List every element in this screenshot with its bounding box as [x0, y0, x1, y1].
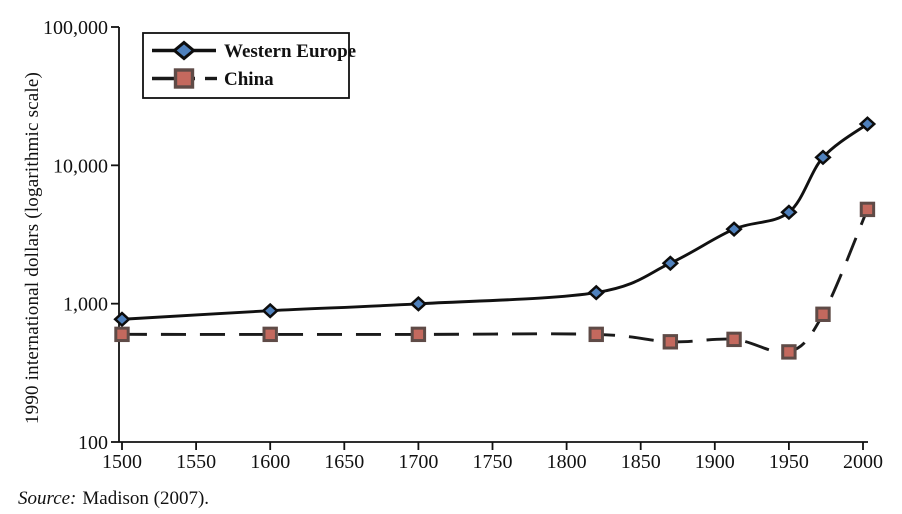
data-point-china: [859, 201, 876, 218]
data-point-western-europe: [814, 149, 832, 166]
y-axis-title: 1990 international dollars (logarithmic …: [22, 71, 43, 425]
data-point-china: [114, 326, 130, 343]
x-tick-label: 1850: [621, 451, 661, 473]
series-line-china: [121, 208, 869, 355]
x-tick-label: 1750: [473, 451, 513, 473]
series-line-western-europe: [121, 122, 869, 321]
data-point-china: [588, 326, 604, 343]
data-point-china: [781, 344, 797, 360]
legend-label-western-europe: Western Europe: [224, 41, 356, 62]
data-point-western-europe: [409, 295, 428, 312]
legend-diamond-icon: [172, 40, 196, 61]
x-tick-label: 1650: [324, 451, 364, 473]
data-point-western-europe: [725, 221, 743, 238]
data-point-western-europe: [780, 204, 798, 221]
data-point-china: [262, 326, 278, 343]
source-note: Source: Madison (2007).: [18, 488, 209, 510]
y-tick-label: 1,000: [63, 294, 108, 316]
data-point-china: [410, 326, 427, 343]
data-point-western-europe: [113, 311, 131, 328]
data-point-western-europe: [661, 255, 679, 272]
y-tick-label: 100,000: [43, 17, 108, 39]
data-point-western-europe: [261, 302, 279, 319]
data-point-china: [726, 331, 742, 348]
data-point-western-europe: [858, 116, 877, 132]
x-tick-label: 1800: [547, 451, 587, 473]
x-tick-label: 1600: [250, 451, 290, 473]
x-tick-label: 2000: [843, 451, 883, 473]
source-label: Source:: [18, 488, 77, 509]
x-tick-label: 1550: [176, 451, 216, 473]
legend-label-china: China: [224, 69, 274, 90]
x-tick-label: 1500: [102, 451, 142, 473]
line-chart-canvas: 100 1,000 10,000 100,000 1500 1550 1600 1650 170…: [43, 17, 883, 473]
x-tick-label: 1900: [695, 451, 735, 473]
y-tick-label: 10,000: [53, 155, 108, 177]
y-tick-label: 100: [78, 432, 108, 454]
source-citation: Madison (2007).: [82, 488, 210, 509]
x-tick-label: 1700: [398, 451, 438, 473]
x-tick-label: 1950: [769, 451, 809, 473]
legend-square-icon: [173, 68, 195, 89]
data-point-china: [662, 334, 679, 350]
data-point-western-europe: [587, 284, 605, 301]
data-point-china: [815, 306, 831, 322]
